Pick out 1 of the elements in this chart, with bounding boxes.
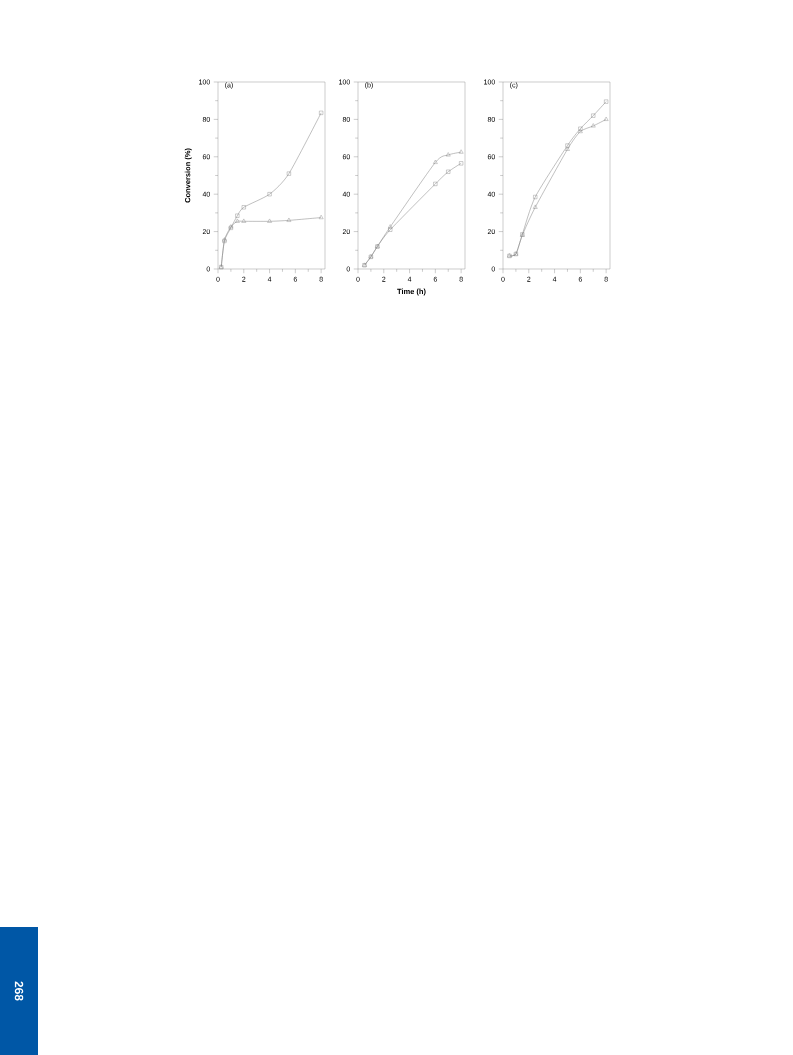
text: 268: [14, 981, 24, 1001]
